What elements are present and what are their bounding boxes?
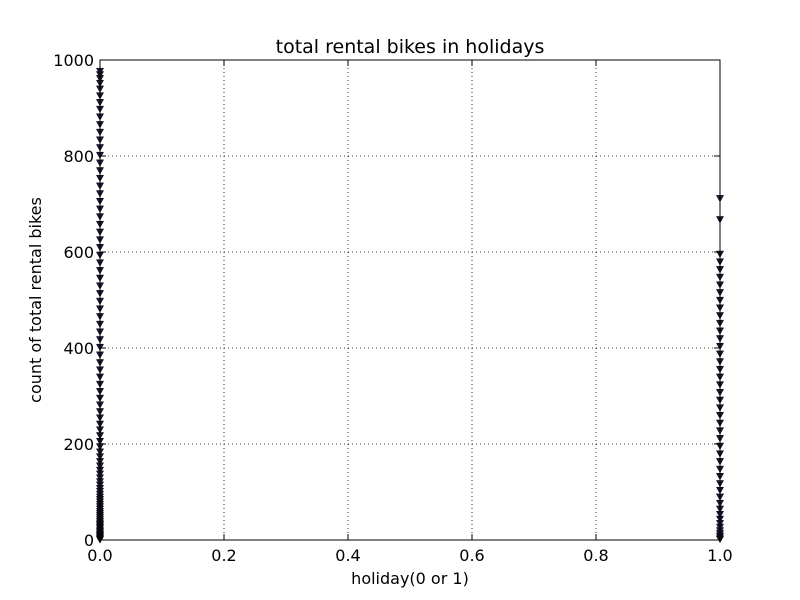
x-tick-label: 0.2 (211, 546, 236, 565)
x-tick-label: 0.0 (87, 546, 112, 565)
x-tick-label: 1.0 (707, 546, 732, 565)
y-tick-label: 400 (63, 339, 94, 358)
y-tick-label: 800 (63, 147, 94, 166)
x-tick-label: 0.6 (459, 546, 484, 565)
y-axis-title: count of total rental bikes (26, 197, 45, 403)
x-axis-title: holiday(0 or 1) (351, 569, 469, 588)
x-tick-label: 0.8 (583, 546, 608, 565)
y-tick-label: 600 (63, 243, 94, 262)
chart-title: total rental bikes in holidays (276, 36, 545, 58)
x-tick-label: 0.4 (335, 546, 360, 565)
plot-background (100, 60, 720, 540)
plot-frame (99, 59, 721, 541)
y-tick-label: 1000 (53, 51, 94, 70)
y-tick-label: 200 (63, 435, 94, 454)
y-tick-label: 0 (84, 531, 94, 550)
axis-ticks: 0.0 0.2 0.4 0.6 0.8 1.0 0 200 400 600 800 1000 (53, 51, 732, 565)
